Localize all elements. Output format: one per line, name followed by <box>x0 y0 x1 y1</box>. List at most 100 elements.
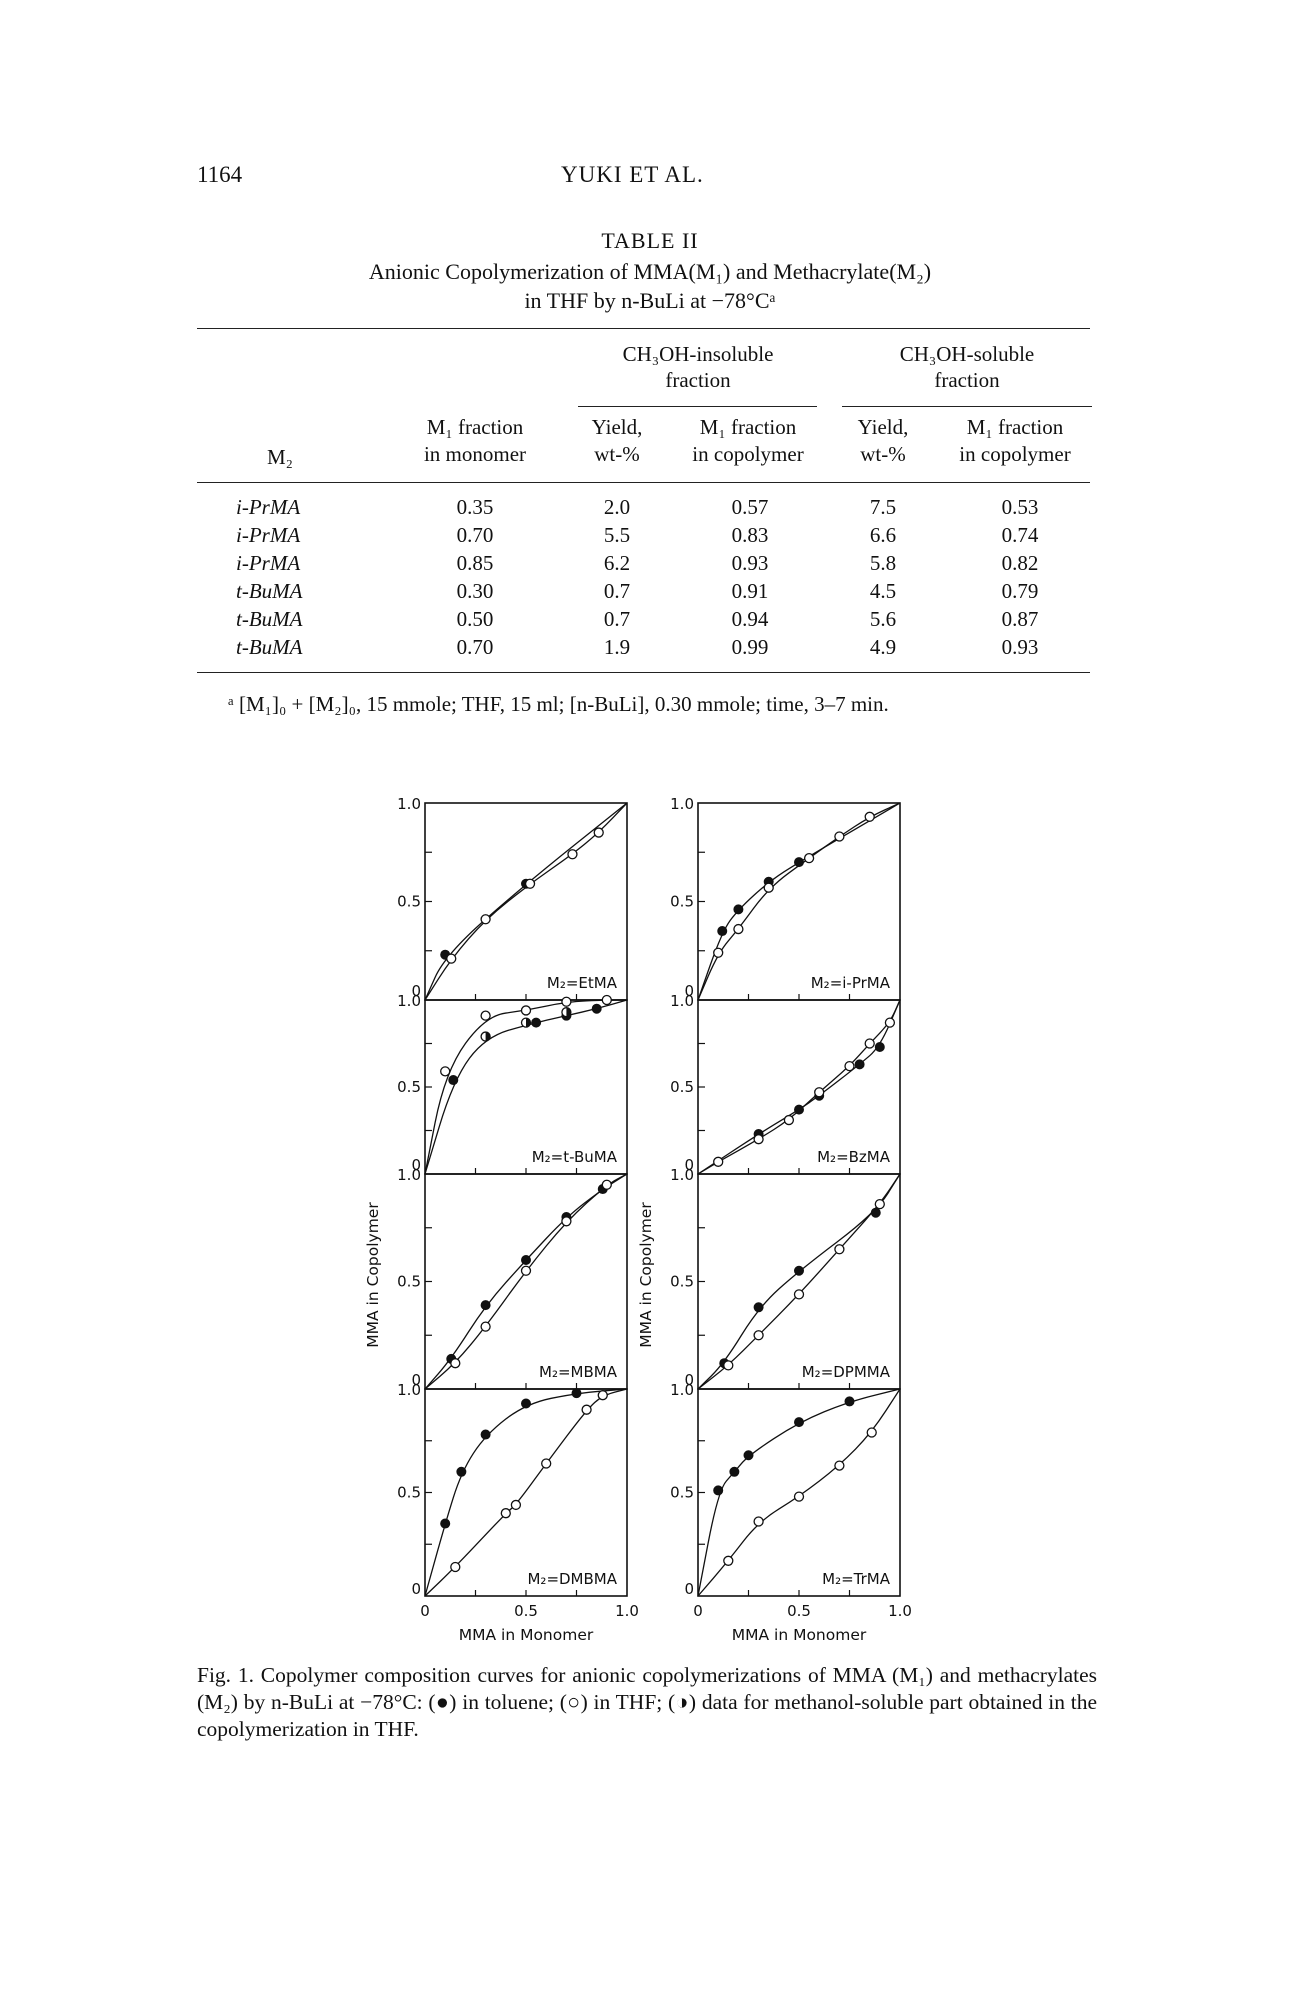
header-sol-m1-line2: in copolymer <box>959 442 1071 466</box>
header-insoluble-line2: fraction <box>665 368 731 392</box>
page-number: 1164 <box>197 162 243 187</box>
fit-curve <box>697 999 901 1175</box>
y-tick-label: 0.5 <box>670 893 694 911</box>
table-title-line2: in THF by n-BuLi at −78°Cᵃ <box>524 288 776 313</box>
fit-curve <box>697 1173 901 1390</box>
table-title-line1: Anionic Copolymerization of MMA(M₁) and … <box>368 259 932 284</box>
data-point-toluene <box>854 1059 865 1070</box>
data-point-thf <box>713 947 724 958</box>
data-point-thf <box>753 1516 764 1527</box>
data-point-toluene <box>794 857 804 868</box>
data-point-thf <box>753 1330 764 1341</box>
cell-sol-m1: 0.74 <box>1001 523 1039 547</box>
data-point-toluene <box>794 1104 804 1115</box>
data-point-thf <box>541 1458 552 1469</box>
header-bottom-rule <box>197 482 1090 483</box>
data-point-toluene <box>743 1450 754 1461</box>
chart-panel-right-4: M₂=TrMA 1.0 0.5 0 0 0.5 1.0 <box>670 1381 912 1620</box>
y-tick-label: 0 <box>411 982 421 1000</box>
cell-ins-yield: 0.7 <box>603 607 631 631</box>
cell-ins-yield: 6.2 <box>603 551 631 575</box>
y-tick-label: 0.5 <box>397 893 421 911</box>
panel-frame <box>697 1173 901 1390</box>
panel-label: M₂=MBMA <box>539 1363 618 1381</box>
data-point-toluene <box>794 1417 804 1428</box>
cell-m2: i-PrMA <box>236 551 301 575</box>
data-point-toluene <box>874 1041 885 1052</box>
data-point-thf <box>814 1087 825 1098</box>
data-point-toluene <box>480 1300 491 1311</box>
running-head: YUKI ET AL. <box>561 162 704 187</box>
data-point-toluene <box>480 1429 491 1440</box>
y-tick-label: 0.5 <box>397 1078 421 1096</box>
data-point-thf <box>834 1244 845 1255</box>
x-axis-label: MMA in Monomer <box>459 1626 594 1644</box>
x-tick-label: 1.0 <box>888 1602 912 1620</box>
header-soluble-line2: fraction <box>934 368 1000 392</box>
cell-sol-yield: 5.8 <box>869 551 897 575</box>
y-tick-label: 1.0 <box>397 1381 421 1399</box>
x-tick-label: 0 <box>693 1602 703 1620</box>
data-point-thf <box>520 1265 532 1276</box>
x-tick-label: 1.0 <box>615 1602 639 1620</box>
fit-curve <box>424 999 627 1175</box>
y-tick-label: 1.0 <box>670 1381 694 1399</box>
data-point-toluene <box>753 1302 764 1313</box>
soluble-group-rule <box>842 406 1092 407</box>
data-point-thf <box>581 1404 592 1415</box>
cell-m2: i-PrMA <box>236 523 301 547</box>
data-point-thf <box>733 923 744 935</box>
header-sol-yield-line2: wt-% <box>860 442 906 466</box>
chart-panel-left-4: M₂=DMBMA 1.0 0.5 0 0 0.5 1.0 <box>397 1381 639 1620</box>
y-tick-label: 0 <box>684 1371 694 1389</box>
data-point-thf <box>884 1017 896 1028</box>
chart-panel-left-2: M₂=t-BuMA 1.0 0.5 0 <box>397 992 628 1175</box>
data-point-thf <box>601 1179 612 1190</box>
data-point-thf <box>601 994 612 1006</box>
data-point-thf <box>450 1358 461 1369</box>
cell-sol-yield: 4.5 <box>869 579 897 603</box>
data-point-thf <box>803 853 815 864</box>
y-axis-label: MMA in Copolymer <box>364 1202 382 1348</box>
panel-label: M₂=i-PrMA <box>811 974 891 992</box>
fit-curve <box>424 1388 628 1597</box>
data-point-thf <box>561 996 572 1007</box>
panel-label: M₂=t-BuMA <box>532 1148 618 1166</box>
cell-m1-monomer: 0.50 <box>456 607 494 631</box>
cell-sol-m1: 0.82 <box>1001 551 1039 575</box>
y-tick-label: 0 <box>684 1580 694 1598</box>
x-tick-label: 0 <box>420 1602 430 1620</box>
chart-panel-left-3: M₂=MBMA 1.0 0.5 0 <box>397 1166 628 1390</box>
data-point-thf <box>450 1561 461 1573</box>
cell-ins-m1: 0.94 <box>731 607 769 631</box>
panel-label: M₂=EtMA <box>547 974 618 992</box>
data-point-toluene <box>733 904 744 915</box>
data-point-toluene <box>456 1466 467 1477</box>
cell-ins-m1: 0.57 <box>731 495 769 519</box>
data-point-thf <box>783 1114 795 1126</box>
x-tick-label: 0.5 <box>514 1602 538 1620</box>
data-point-toluene <box>717 926 728 937</box>
y-tick-label: 0.5 <box>670 1273 694 1291</box>
header-m1-monomer-line1: M₁ fraction <box>426 415 524 439</box>
cell-sol-m1: 0.53 <box>1001 495 1039 519</box>
header-soluble-line1: CH₃OH-soluble <box>899 342 1035 366</box>
fit-curve <box>424 1173 628 1390</box>
data-point-toluene <box>521 1398 531 1409</box>
cell-ins-m1: 0.93 <box>731 551 769 575</box>
data-point-toluene <box>591 1003 602 1014</box>
data-point-toluene <box>794 1265 804 1276</box>
fit-curve <box>424 802 628 1001</box>
fit-curve <box>697 1388 901 1597</box>
table-bottom-rule <box>197 672 1090 673</box>
cell-m1-monomer: 0.85 <box>456 551 494 575</box>
y-tick-label: 0 <box>411 1371 421 1389</box>
data-point-thf <box>723 1555 734 1566</box>
data-point-thf <box>834 831 845 842</box>
data-point-thf <box>844 1060 855 1072</box>
y-axis-label: MMA in Copolymer <box>637 1202 655 1348</box>
cell-sol-yield: 6.6 <box>869 523 897 547</box>
table-footnote: ᵃ [M₁]₀ + [M₂]₀, 15 mmole; THF, 15 ml; [… <box>228 692 889 716</box>
fit-curve <box>697 802 901 1001</box>
data-point-thf <box>793 1289 805 1300</box>
